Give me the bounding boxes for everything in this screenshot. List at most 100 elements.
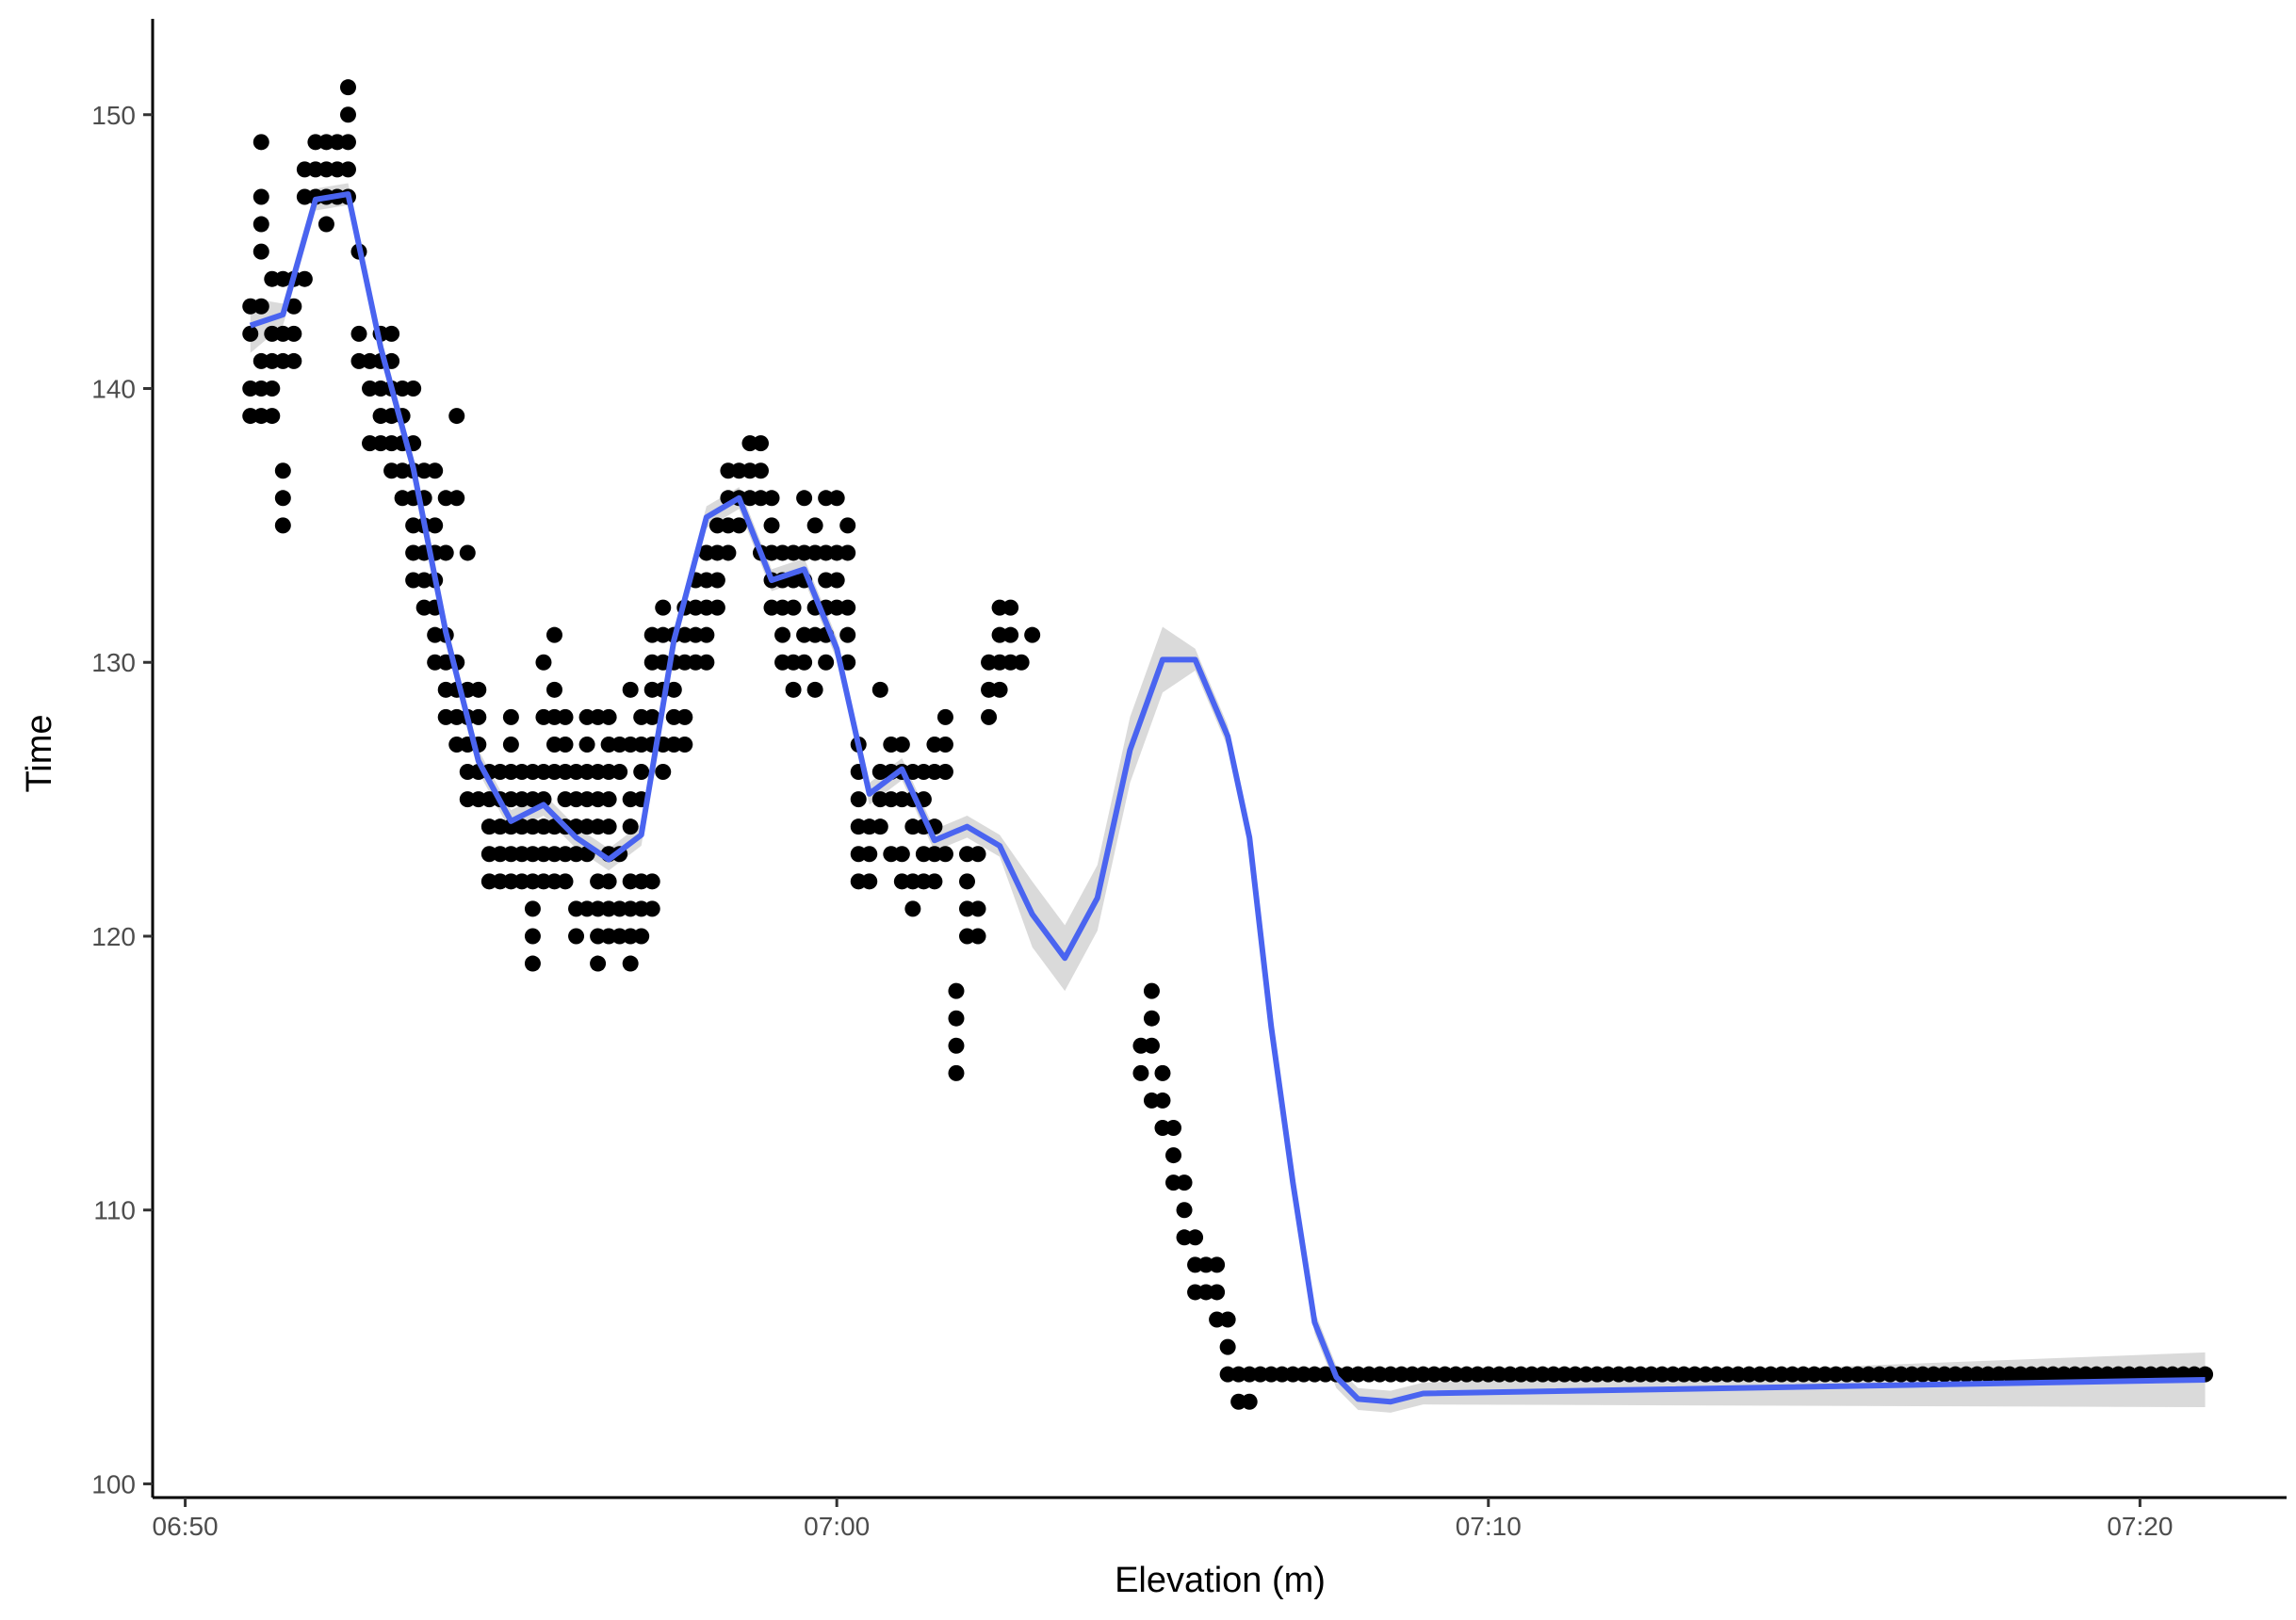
data-point: [948, 1037, 965, 1054]
data-point: [600, 873, 617, 890]
data-point: [643, 708, 660, 725]
data-point: [936, 708, 953, 725]
data-point: [1176, 1202, 1193, 1219]
data-point: [861, 873, 878, 890]
data-point: [1024, 626, 1041, 643]
data-point: [318, 216, 334, 233]
data-point: [470, 708, 487, 725]
data-point: [676, 708, 693, 725]
axes: [151, 19, 2287, 1499]
data-point: [1176, 1174, 1193, 1191]
data-point: [383, 325, 400, 342]
data-point: [296, 270, 313, 287]
data-point: [763, 490, 780, 507]
data-point: [252, 188, 269, 205]
data-point: [969, 928, 986, 945]
data-point: [611, 764, 628, 781]
x-tick-label: 07:00: [804, 1512, 870, 1541]
data-point: [622, 818, 639, 835]
x-tick-label: 06:50: [153, 1512, 219, 1541]
data-point: [1013, 654, 1030, 671]
data-point: [568, 928, 585, 945]
data-point: [1165, 1147, 1182, 1164]
data-point: [252, 216, 269, 233]
data-point: [1143, 1037, 1160, 1054]
data-point: [285, 298, 302, 315]
data-point: [285, 325, 302, 342]
data-point: [785, 599, 802, 616]
data-point: [437, 544, 454, 561]
data-point: [502, 736, 519, 753]
data-point: [633, 928, 650, 945]
data-point: [655, 764, 672, 781]
data-point: [839, 626, 856, 643]
data-point: [893, 846, 910, 863]
data-point: [806, 681, 823, 698]
x-tick-label: 07:20: [2107, 1512, 2173, 1541]
data-point: [546, 626, 562, 643]
data-point: [252, 298, 269, 315]
data-point: [676, 736, 693, 753]
data-point: [708, 572, 725, 589]
data-point: [524, 928, 541, 945]
data-point: [936, 846, 953, 863]
data-point: [981, 708, 998, 725]
data-point: [1187, 1229, 1204, 1246]
data-point: [643, 900, 660, 917]
data-point: [936, 764, 953, 781]
data-point: [405, 381, 422, 397]
smooth-line-layer: [249, 191, 2206, 1405]
data-point: [1209, 1284, 1226, 1301]
data-point: [524, 900, 541, 917]
data-point: [1132, 1064, 1149, 1081]
data-point: [274, 517, 291, 534]
data-point: [535, 654, 552, 671]
data-point: [252, 134, 269, 151]
data-point: [242, 325, 259, 342]
data-point: [1154, 1064, 1171, 1081]
data-point: [720, 544, 737, 561]
data-point: [948, 1064, 965, 1081]
data-point: [535, 791, 552, 808]
data-point: [785, 681, 802, 698]
data-point: [459, 544, 476, 561]
data-point: [871, 681, 888, 698]
data-point: [578, 736, 595, 753]
data-point: [600, 708, 617, 725]
data-point: [948, 982, 965, 999]
data-point: [252, 243, 269, 260]
data-point: [1002, 599, 1019, 616]
data-point: [1241, 1393, 1258, 1410]
data-point: [969, 900, 986, 917]
y-tick-label: 110: [93, 1196, 136, 1225]
data-point: [708, 599, 725, 616]
data-point: [752, 435, 769, 452]
data-point: [590, 955, 607, 972]
data-point: [796, 490, 813, 507]
y-axis-title: Time: [20, 714, 59, 792]
data-point: [959, 873, 976, 890]
data-point: [698, 626, 715, 643]
data-point: [285, 352, 302, 369]
data-point: [861, 846, 878, 863]
data-point: [600, 818, 617, 835]
data-point: [557, 708, 574, 725]
x-tick-label: 07:10: [1456, 1512, 1522, 1541]
data-point: [763, 517, 780, 534]
data-point: [557, 873, 574, 890]
y-tick-label: 130: [91, 648, 136, 677]
data-point: [850, 791, 867, 808]
data-point: [871, 818, 888, 835]
data-point: [806, 517, 823, 534]
data-point: [936, 736, 953, 753]
data-point: [546, 681, 562, 698]
tick-labels: 100 110 120 130 140 150 06:50 07:00 07:10 07:20: [91, 101, 2173, 1541]
data-point: [524, 955, 541, 972]
data-point: [1002, 626, 1019, 643]
data-point: [502, 708, 519, 725]
smooth-line: [249, 191, 2206, 1405]
data-point: [274, 462, 291, 479]
data-point: [991, 681, 1008, 698]
data-point: [633, 764, 650, 781]
